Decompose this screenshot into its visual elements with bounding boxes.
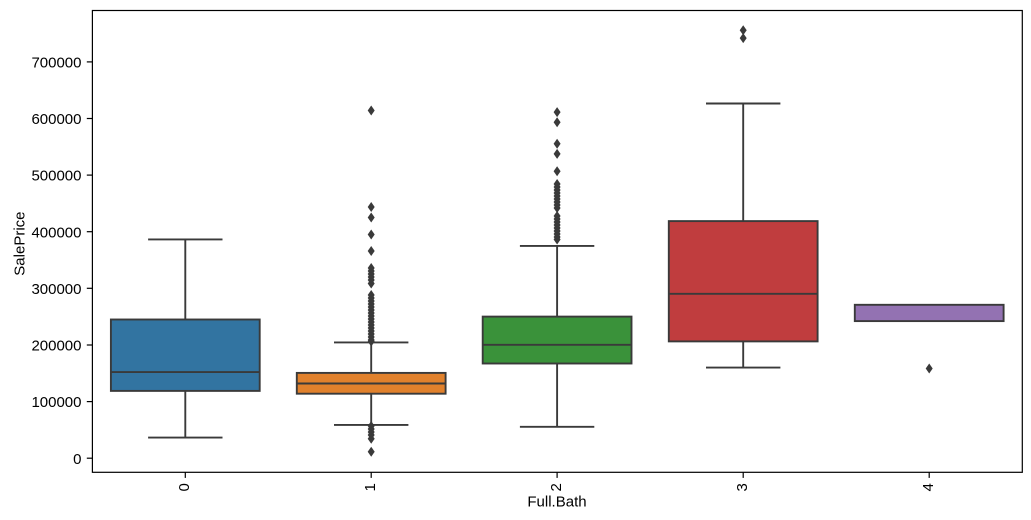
svg-text:600000: 600000 xyxy=(31,111,81,128)
svg-text:500000: 500000 xyxy=(31,168,81,185)
svg-text:100000: 100000 xyxy=(31,394,81,411)
svg-text:2: 2 xyxy=(548,483,565,491)
svg-text:300000: 300000 xyxy=(31,281,81,298)
svg-text:SalePrice: SalePrice xyxy=(11,211,28,275)
svg-text:Full.Bath: Full.Bath xyxy=(527,494,586,511)
svg-text:3: 3 xyxy=(734,483,751,491)
svg-text:1: 1 xyxy=(362,483,379,491)
svg-text:700000: 700000 xyxy=(31,55,81,72)
svg-text:0: 0 xyxy=(176,483,193,491)
svg-text:4: 4 xyxy=(920,483,937,491)
svg-text:0: 0 xyxy=(73,451,81,468)
svg-text:200000: 200000 xyxy=(31,338,81,355)
svg-text:400000: 400000 xyxy=(31,224,81,241)
